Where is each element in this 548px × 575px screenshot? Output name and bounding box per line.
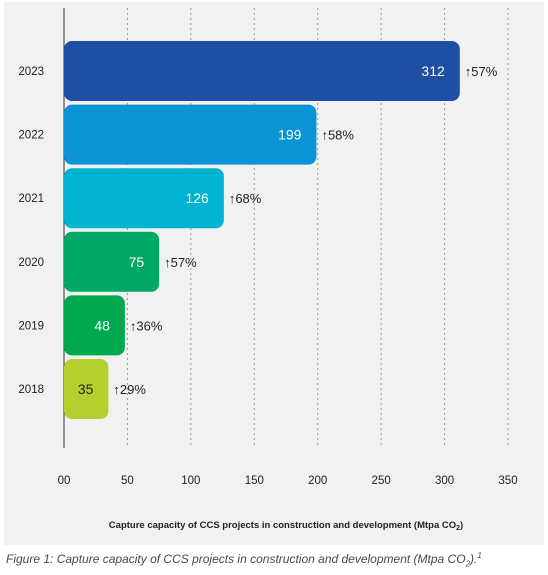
x-tick-labels: 00 50 100 150 200 250 300 350 bbox=[58, 475, 518, 487]
bar-group-2018: 2018 35 ↑29% bbox=[18, 359, 146, 419]
x-tick-label: 200 bbox=[308, 475, 327, 487]
x-axis-label: Capture capacity of CCS projects in cons… bbox=[109, 520, 463, 532]
bar-group-2022: 2022 199 ↑58% bbox=[18, 104, 354, 165]
growth-label: ↑58% bbox=[321, 128, 354, 143]
value-label: 312 bbox=[421, 63, 445, 79]
value-label: 199 bbox=[278, 127, 302, 143]
x-tick-label: 50 bbox=[121, 475, 134, 487]
growth-label: ↑68% bbox=[229, 191, 262, 206]
category-label: 2023 bbox=[18, 66, 44, 78]
category-label: 2018 bbox=[18, 384, 44, 396]
category-label: 2022 bbox=[18, 130, 44, 142]
bar-group-2023: 2023 312 ↑57% bbox=[18, 41, 498, 101]
figure-caption: Figure 1: Capture capacity of CCS projec… bbox=[6, 551, 482, 569]
bar bbox=[64, 104, 317, 165]
bar bbox=[64, 41, 460, 101]
x-tick-label: 00 bbox=[58, 475, 71, 487]
bar bbox=[64, 359, 109, 419]
growth-label: ↑29% bbox=[113, 382, 146, 397]
bar bbox=[64, 168, 224, 229]
x-tick-label: 300 bbox=[435, 475, 454, 487]
value-label: 126 bbox=[185, 190, 209, 206]
growth-label: ↑36% bbox=[130, 318, 163, 333]
bar-chart: 2023 312 ↑57% 2022 199 ↑58% 2021 126 ↑68% 2020 75 ↑… bbox=[18, 8, 518, 532]
x-tick-label: 100 bbox=[181, 475, 200, 487]
bar bbox=[64, 231, 160, 292]
growth-label: ↑57% bbox=[465, 64, 498, 79]
category-label: 2021 bbox=[18, 193, 44, 205]
bar-group-2020: 2020 75 ↑57% bbox=[18, 231, 197, 292]
bar-group-2021: 2021 126 ↑68% bbox=[18, 168, 262, 229]
value-label: 75 bbox=[129, 254, 145, 270]
value-label: 35 bbox=[78, 381, 94, 397]
category-label: 2020 bbox=[18, 257, 44, 269]
growth-label: ↑57% bbox=[164, 255, 197, 270]
category-label: 2019 bbox=[18, 320, 44, 332]
x-tick-label: 150 bbox=[245, 475, 264, 487]
value-label: 48 bbox=[94, 317, 110, 333]
x-tick-label: 250 bbox=[372, 475, 391, 487]
x-tick-label: 350 bbox=[498, 475, 517, 487]
bar-group-2019: 2019 48 ↑36% bbox=[18, 295, 163, 356]
bar bbox=[64, 295, 125, 356]
bars: 2023 312 ↑57% 2022 199 ↑58% 2021 126 ↑68% 2020 75 ↑… bbox=[18, 41, 498, 419]
